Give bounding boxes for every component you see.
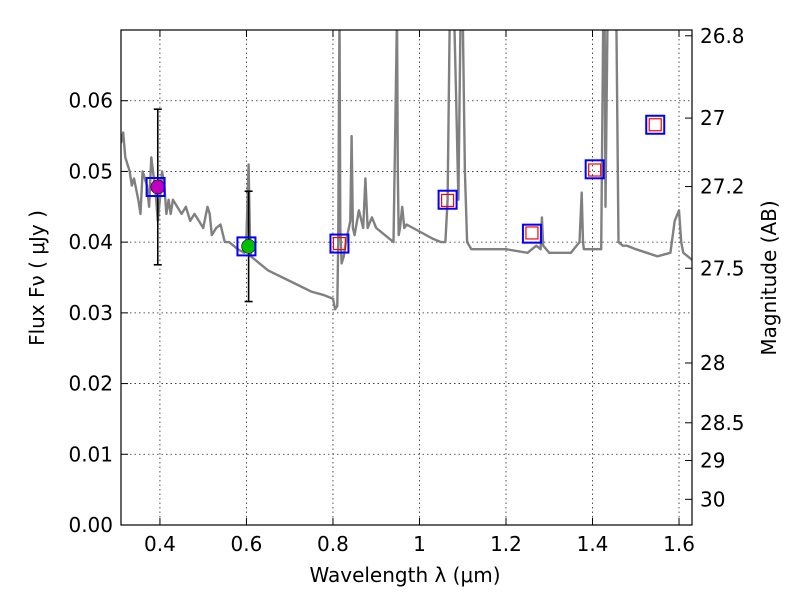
mag-tick-label: 30: [700, 487, 725, 511]
mag-tick-label: 28: [700, 351, 725, 375]
axes-layer: 0.4 0.6 0.8 1 1.2 1.4 1.6 0.00 0.01 0.02 0.03 0.04 0…: [68, 24, 744, 556]
labels-layer: Wavelength λ (μm) Flux Fν ( μJy ) Magnit…: [25, 200, 781, 587]
mag-tick-label: 27.5: [700, 256, 745, 280]
right-axis-label: Magnitude (AB): [757, 200, 781, 355]
y-tick-label: 0.05: [68, 159, 113, 183]
model-photometry-inner-box: [332, 236, 347, 251]
x-tick-label: 1.2: [490, 532, 522, 556]
model-photometry-inner-box: [648, 118, 662, 132]
x-tick-label: 0.4: [144, 532, 176, 556]
y-tick-label: 0.03: [68, 301, 113, 325]
x-tick-label: 0.6: [231, 532, 263, 556]
mag-tick-label: 28.5: [700, 411, 745, 435]
mag-tick-label: 26.8: [700, 24, 745, 48]
x-tick-label: 1: [413, 532, 426, 556]
grid-layer: [121, 30, 692, 526]
y-tick-label: 0.02: [68, 372, 113, 396]
data-point-circle: [150, 179, 166, 195]
x-tick-label: 1.4: [577, 532, 609, 556]
model-photometry-inner-box: [525, 226, 539, 240]
y-tick-label: 0.06: [68, 89, 113, 113]
model-photometry-box: [437, 189, 458, 210]
model-photometry-box: [329, 233, 350, 254]
mag-tick-label: 27.2: [700, 175, 745, 199]
model-photometry-box: [145, 176, 166, 197]
model-photometry-inner-box: [440, 193, 455, 208]
photometry-layer: [145, 108, 666, 303]
x-tick-label: 1.6: [663, 532, 695, 556]
x-axis-label: Wavelength λ (μm): [309, 563, 500, 587]
y-tick-label: 0.01: [68, 442, 113, 466]
model-photometry-box: [236, 236, 257, 257]
plot-frame: [120, 29, 693, 526]
model-photometry-box: [521, 223, 542, 244]
mag-tick-label: 29: [700, 449, 725, 473]
mag-tick-label: 27: [700, 106, 725, 130]
y-tick-label: 0.00: [68, 513, 113, 537]
model-photometry-box: [584, 159, 605, 180]
data-point-circle: [241, 239, 256, 254]
model-photometry-box: [645, 114, 666, 135]
y-tick-label: 0.04: [68, 230, 113, 254]
model-photometry-inner-box: [588, 163, 602, 177]
x-tick-label: 0.8: [317, 532, 349, 556]
model-spectrum-line: [121, 30, 692, 311]
y-axis-label: Flux Fν ( μJy ): [25, 210, 49, 346]
model-spectrum-layer: [121, 30, 692, 311]
